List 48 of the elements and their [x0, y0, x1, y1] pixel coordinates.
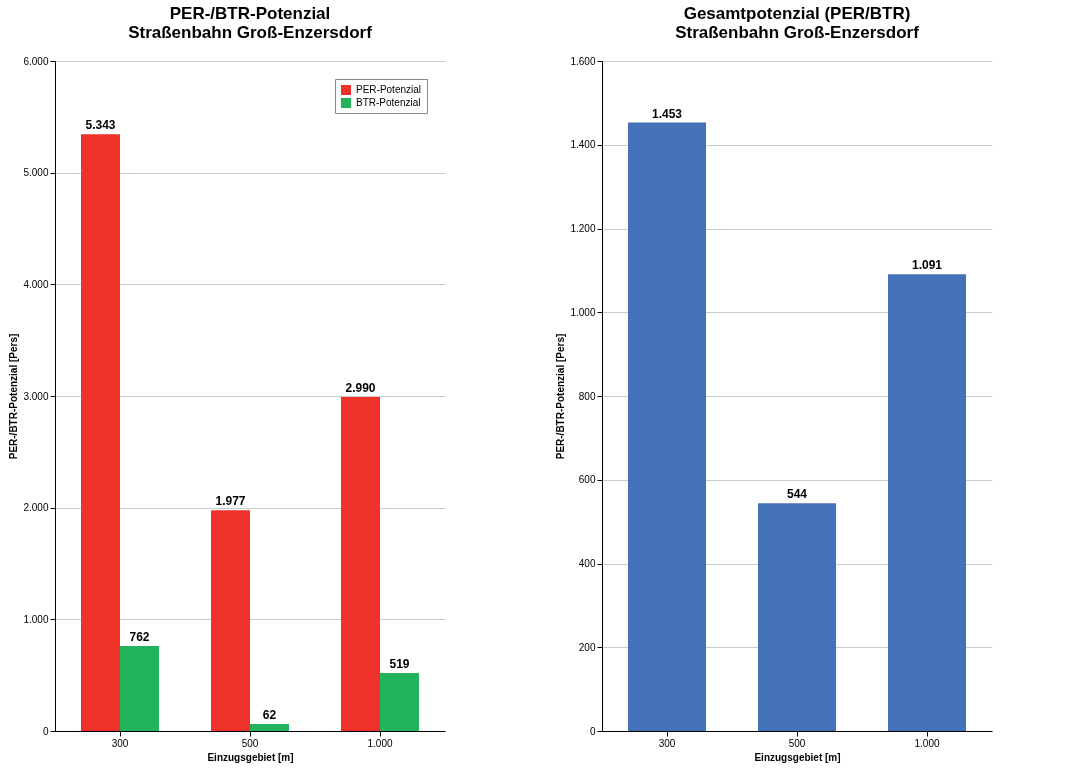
x-axis-title: Einzugsgebiet [m] [754, 751, 841, 763]
y-tick-label: 0 [42, 725, 49, 737]
bar [81, 134, 120, 731]
y-tick-label: 800 [578, 390, 596, 402]
chart-title: PER-/BTR-Potenzial Straßenbahn Groß-Enzersdorf [128, 4, 373, 42]
y-tick-label: 4.000 [23, 278, 49, 290]
y-tick-label: 5.000 [23, 167, 49, 179]
y-tick-label: 3.000 [23, 390, 49, 402]
x-tick-label: 500 [788, 737, 806, 749]
bar [758, 503, 836, 731]
y-tick-label: 1.000 [23, 613, 49, 625]
y-tick-label: 1.600 [570, 55, 596, 67]
data-label: 5.343 [85, 118, 116, 133]
y-tick-label: 400 [578, 558, 596, 569]
y-tick-label: 1.400 [570, 139, 596, 151]
x-tick-label: 300 [111, 737, 129, 749]
x-axis-title: Einzugsgebiet [m] [207, 751, 294, 763]
y-axis-title: PER-/BTR-Potenzial [Pers] [555, 333, 567, 460]
bar [341, 397, 380, 731]
data-label: 1.977 [215, 494, 246, 509]
bar [211, 510, 250, 731]
data-label: 519 [389, 657, 410, 672]
y-tick-label: 6.000 [23, 55, 49, 67]
y-tick-label: 1.000 [570, 306, 596, 318]
bar [628, 122, 706, 731]
bar [120, 645, 159, 731]
y-tick-label: 1.200 [570, 223, 596, 234]
legend-label: BTR-Potenzial [356, 97, 421, 108]
x-tick-label: 300 [658, 737, 676, 749]
bar [380, 673, 419, 731]
data-label: 544 [786, 487, 808, 502]
x-tick-label: 1.000 [914, 737, 940, 749]
x-tick-label: 500 [241, 737, 259, 749]
y-tick-label: 2.000 [23, 502, 49, 514]
bar [250, 724, 289, 731]
bar [888, 274, 966, 731]
data-label: 762 [129, 629, 150, 644]
data-label: 1.453 [651, 106, 683, 121]
data-label: 1.091 [911, 258, 943, 273]
y-tick-label: 0 [589, 725, 596, 737]
y-tick-label: 200 [578, 641, 596, 653]
chart-title: Gesamtpotenzial (PER/BTR) Straßenbahn Groß-Enzersdorf [675, 4, 920, 42]
legend-label: PER-Potenzial [356, 84, 422, 95]
data-label: 62 [262, 708, 277, 723]
x-tick-label: 1.000 [367, 737, 393, 749]
y-axis-title: PER-/BTR-Potenzial [Pers] [8, 333, 20, 460]
data-label: 2.990 [345, 381, 376, 396]
y-tick-label: 600 [578, 474, 596, 486]
